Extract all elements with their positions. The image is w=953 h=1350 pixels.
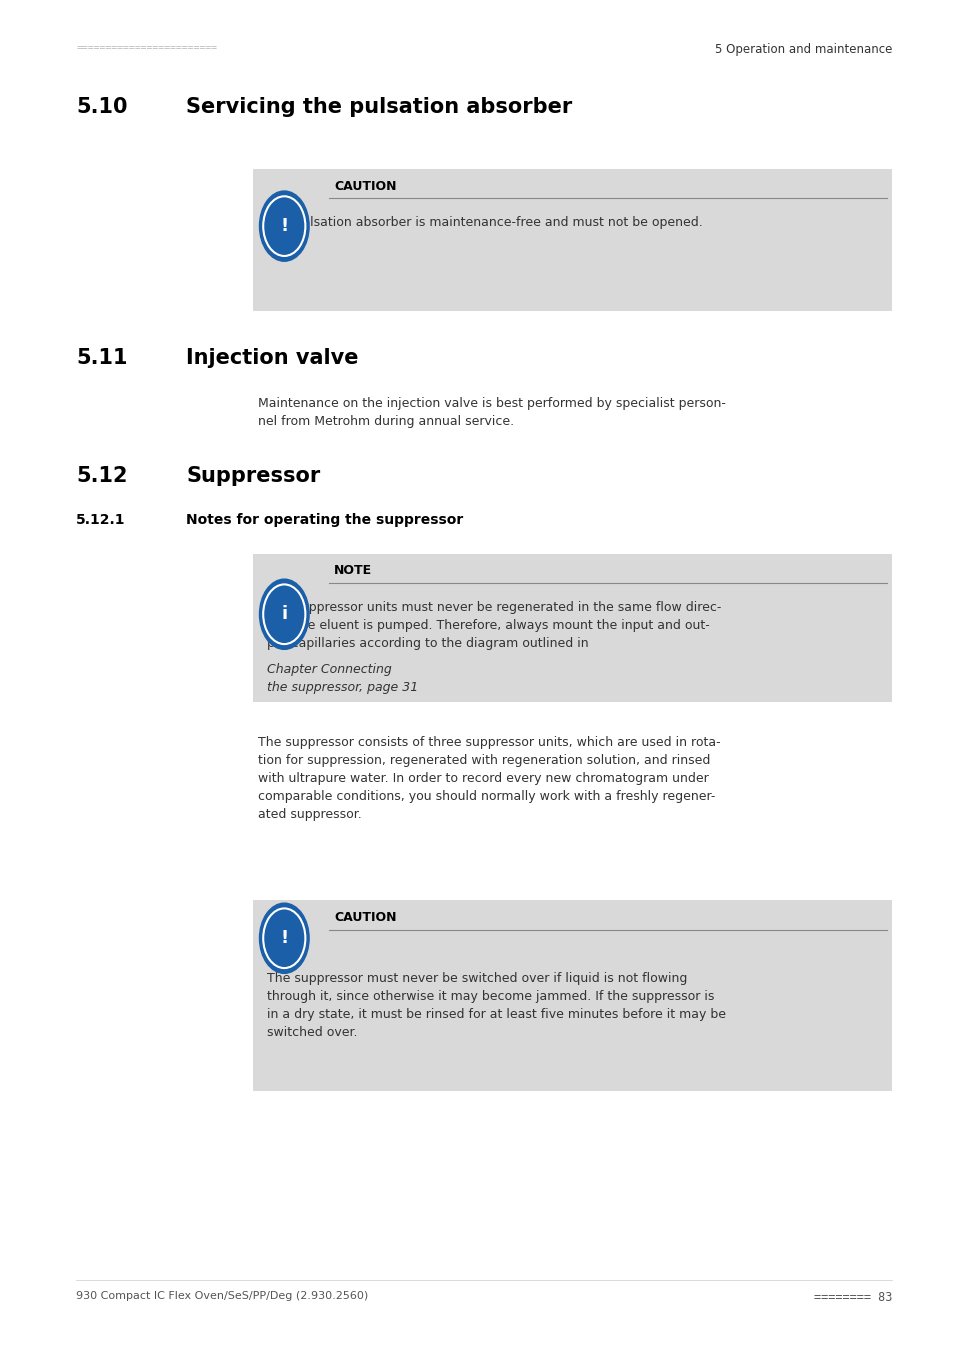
Text: !: ! xyxy=(280,929,288,948)
Text: i: i xyxy=(281,605,287,624)
Text: 5.12: 5.12 xyxy=(76,466,128,486)
FancyBboxPatch shape xyxy=(253,169,891,310)
Circle shape xyxy=(259,903,309,973)
Text: 5.10: 5.10 xyxy=(76,97,128,117)
FancyBboxPatch shape xyxy=(253,554,891,702)
Text: The pulsation absorber is maintenance-free and must not be opened.: The pulsation absorber is maintenance-fr… xyxy=(267,216,702,230)
Text: Notes for operating the suppressor: Notes for operating the suppressor xyxy=(186,513,463,526)
Text: Suppressor: Suppressor xyxy=(186,466,320,486)
FancyBboxPatch shape xyxy=(253,900,891,1091)
Text: ======== 83: ======== 83 xyxy=(813,1291,891,1304)
Text: The suppressor must never be switched over if liquid is not flowing
through it, : The suppressor must never be switched ov… xyxy=(267,972,725,1040)
Text: 5 Operation and maintenance: 5 Operation and maintenance xyxy=(714,43,891,57)
Text: Injection valve: Injection valve xyxy=(186,348,358,369)
Text: 5.12.1: 5.12.1 xyxy=(76,513,126,526)
Text: 930 Compact IC Flex Oven/SeS/PP/Deg (2.930.2560): 930 Compact IC Flex Oven/SeS/PP/Deg (2.9… xyxy=(76,1291,368,1300)
Circle shape xyxy=(259,192,309,262)
Text: Maintenance on the injection valve is best performed by specialist person-
nel f: Maintenance on the injection valve is be… xyxy=(257,397,724,428)
Text: Servicing the pulsation absorber: Servicing the pulsation absorber xyxy=(186,97,572,117)
Text: 5.11: 5.11 xyxy=(76,348,128,369)
Text: ========================: ======================== xyxy=(76,43,217,53)
Circle shape xyxy=(259,579,309,649)
Text: CAUTION: CAUTION xyxy=(334,180,396,193)
Text: CAUTION: CAUTION xyxy=(334,911,396,925)
Text: NOTE: NOTE xyxy=(334,564,372,578)
Text: The suppressor consists of three suppressor units, which are used in rota-
tion : The suppressor consists of three suppres… xyxy=(257,736,720,821)
Text: Chapter Connecting
the suppressor, page 31: Chapter Connecting the suppressor, page … xyxy=(267,663,418,694)
Text: The suppressor units must never be regenerated in the same flow direc-
tion the : The suppressor units must never be regen… xyxy=(267,601,720,649)
Text: !: ! xyxy=(280,217,288,235)
